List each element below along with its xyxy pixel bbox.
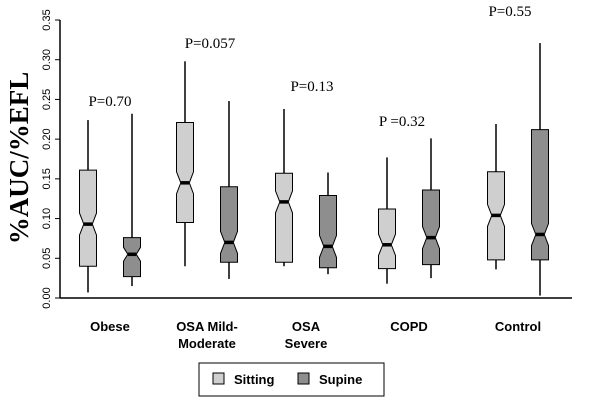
notched-box (531, 129, 549, 261)
notched-box (123, 237, 141, 278)
box-supine-3 (422, 138, 440, 279)
category-label: COPD (390, 319, 428, 334)
legend-swatch-sitting (212, 372, 225, 385)
box-sitting-4 (487, 124, 505, 270)
legend: Sitting Supine (198, 362, 385, 397)
legend-frame (198, 362, 385, 397)
y-tick-label: 0.05 (41, 248, 53, 269)
box-sitting-1 (176, 61, 194, 267)
y-tick-label: 0.25 (41, 89, 53, 110)
y-tick-label: 0.15 (41, 168, 53, 189)
p-value-label: P=0.55 (488, 4, 531, 20)
category-label: OSA (292, 319, 321, 334)
category-label: Moderate (178, 336, 236, 351)
category-label: Obese (90, 319, 130, 334)
notched-box (275, 172, 293, 263)
p-value-label: P=0.13 (290, 79, 333, 95)
boxes (79, 43, 549, 296)
p-value-label: P =0.32 (379, 114, 425, 130)
box-sitting-2 (275, 108, 293, 267)
box-supine-0 (123, 113, 141, 287)
category-label: Severe (285, 336, 328, 351)
labels: Obese OSA Mild- Moderate OSA Severe COPD Contr… (88, 4, 541, 351)
notched-box (319, 195, 337, 269)
box-sitting-0 (79, 120, 97, 293)
notched-box (378, 208, 396, 270)
legend-swatch-supine (297, 372, 310, 385)
p-value-label: P=0.057 (185, 36, 236, 52)
y-axis-label: %AUC/%EFL (4, 72, 34, 245)
p-value-label: P=0.70 (88, 94, 131, 110)
box-supine-4 (531, 43, 549, 296)
legend-label-supine: Supine (319, 372, 362, 387)
notched-box (220, 186, 238, 263)
y-tick-label: 0.35 (41, 9, 53, 30)
y-tick-label: 0.20 (41, 128, 53, 149)
box-supine-1 (220, 101, 238, 279)
y-tick-label: 0.10 (41, 208, 53, 229)
category-label: OSA Mild- (176, 319, 238, 334)
category-label: Control (495, 319, 541, 334)
notched-box (176, 122, 194, 223)
y-tick-label: 0.30 (41, 49, 53, 70)
box-sitting-3 (378, 157, 396, 284)
notched-box (422, 189, 440, 266)
legend-label-sitting: Sitting (234, 372, 274, 387)
axes: 0.00 0.05 0.10 0.15 0.20 0.25 0.30 0.35 (41, 9, 572, 309)
y-tick-label: 0.00 (41, 287, 53, 308)
box-supine-2 (319, 172, 337, 275)
notched-box (79, 169, 97, 267)
